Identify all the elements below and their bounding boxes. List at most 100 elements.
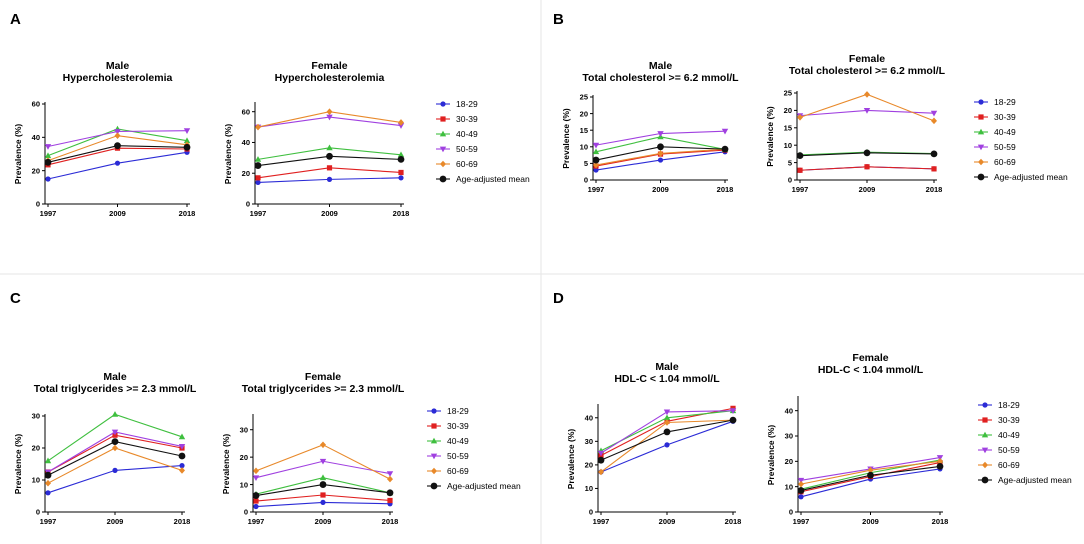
data-point <box>797 167 803 173</box>
legend-marker <box>981 431 989 438</box>
data-point <box>44 144 52 150</box>
legend-item: 40-49 <box>978 430 1020 440</box>
legend-item: 30-39 <box>436 114 478 124</box>
series-age-adjusted-mean <box>252 481 394 499</box>
series-age-adjusted-mean <box>597 416 737 464</box>
legend-item: 40-49 <box>427 436 469 446</box>
data-point <box>797 477 805 484</box>
data-point <box>657 150 664 157</box>
y-tick-label: 0 <box>36 200 40 209</box>
data-point <box>397 155 405 163</box>
y-axis-label: Prevalence (%) <box>223 124 233 185</box>
legend-item: 40-49 <box>974 127 1016 137</box>
legend-label: 50-59 <box>447 451 469 461</box>
y-axis-label: Prevalence (%) <box>766 425 776 486</box>
x-tick-label: 2009 <box>109 209 126 218</box>
x-tick-label: 2009 <box>659 517 676 526</box>
data-point <box>796 152 804 160</box>
legend-marker <box>981 447 989 454</box>
data-point <box>111 438 119 445</box>
chart-title-gender: Male <box>103 371 127 383</box>
data-point <box>597 450 605 457</box>
data-point <box>114 142 121 150</box>
data-point <box>179 467 185 474</box>
legend-panel-c: 18-29 30-39 40-49 50-59 60-69 Age-adjusted me… <box>427 406 521 491</box>
legend-panel-d: 18-29 30-39 40-49 50-59 60-69 Age-adjusted me… <box>978 400 1072 485</box>
legend-label: 30-39 <box>447 421 469 431</box>
legend-item: 30-39 <box>427 421 469 431</box>
legend-marker <box>439 146 447 153</box>
y-tick-label: 10 <box>240 480 248 489</box>
data-point <box>398 119 404 126</box>
data-point <box>663 414 671 421</box>
series-18-29 <box>45 463 185 496</box>
data-point <box>664 442 670 448</box>
data-point <box>178 444 186 450</box>
legend-label: 50-59 <box>998 445 1020 455</box>
series-line <box>799 93 935 122</box>
legend-label: 40-49 <box>447 436 469 446</box>
legend-item: 60-69 <box>436 159 478 169</box>
x-tick-label: 2018 <box>382 517 399 526</box>
legend-marker <box>982 417 988 423</box>
data-point <box>319 474 327 481</box>
data-point <box>930 150 938 158</box>
legend-marker <box>431 467 437 475</box>
y-tick-label: 20 <box>240 453 248 462</box>
series-age-adjusted-mean <box>254 152 405 169</box>
data-point <box>326 108 333 115</box>
series-age-adjusted-mean <box>44 438 186 479</box>
series-age-adjusted-mean <box>797 463 944 494</box>
x-tick-label: 1997 <box>40 209 57 218</box>
legend-label: 40-49 <box>456 129 478 139</box>
legend-marker <box>430 453 438 460</box>
legend-marker <box>982 402 988 408</box>
x-tick-label: 1997 <box>792 185 809 194</box>
legend-item: 60-69 <box>978 460 1020 470</box>
data-point <box>320 441 326 449</box>
y-tick-label: 30 <box>240 425 248 434</box>
legend-label: 30-39 <box>994 112 1016 122</box>
x-tick-label: 1997 <box>40 517 57 526</box>
data-point <box>797 487 805 494</box>
series-18-29 <box>255 175 404 186</box>
y-axis-label: Prevalence (%) <box>765 106 775 167</box>
y-tick-label: 60 <box>242 107 250 116</box>
legend-item: Age-adjusted mean <box>974 172 1068 182</box>
series-40-49 <box>44 411 186 464</box>
legend-item: 60-69 <box>427 466 469 476</box>
legend-item: 18-29 <box>427 406 469 416</box>
legend-marker <box>982 461 988 469</box>
legend-label: Age-adjusted mean <box>994 172 1068 182</box>
y-tick-label: 0 <box>36 508 40 517</box>
data-point <box>45 176 51 182</box>
x-tick-label: 2018 <box>179 209 196 218</box>
x-tick-label: 1997 <box>593 517 610 526</box>
legend-item: 50-59 <box>427 451 469 461</box>
data-point <box>320 492 326 498</box>
legend-item: 50-59 <box>436 144 478 154</box>
legend-marker <box>439 130 447 137</box>
data-point <box>45 479 51 487</box>
data-point <box>253 498 259 504</box>
data-point <box>114 132 121 139</box>
chart-title-gender: Male <box>655 361 679 373</box>
legend-marker <box>430 437 438 444</box>
legend-marker <box>431 408 437 414</box>
x-tick-label: 2009 <box>107 517 124 526</box>
y-tick-label: 30 <box>32 412 40 421</box>
y-tick-label: 10 <box>784 141 792 150</box>
y-tick-label: 20 <box>784 106 792 115</box>
legend-label: 60-69 <box>994 157 1016 167</box>
y-tick-label: 0 <box>589 508 593 517</box>
data-point <box>663 428 671 436</box>
legend-label: 40-49 <box>994 127 1016 137</box>
series-50-59 <box>252 458 394 482</box>
series-50-59 <box>44 128 191 150</box>
data-point <box>597 456 605 464</box>
